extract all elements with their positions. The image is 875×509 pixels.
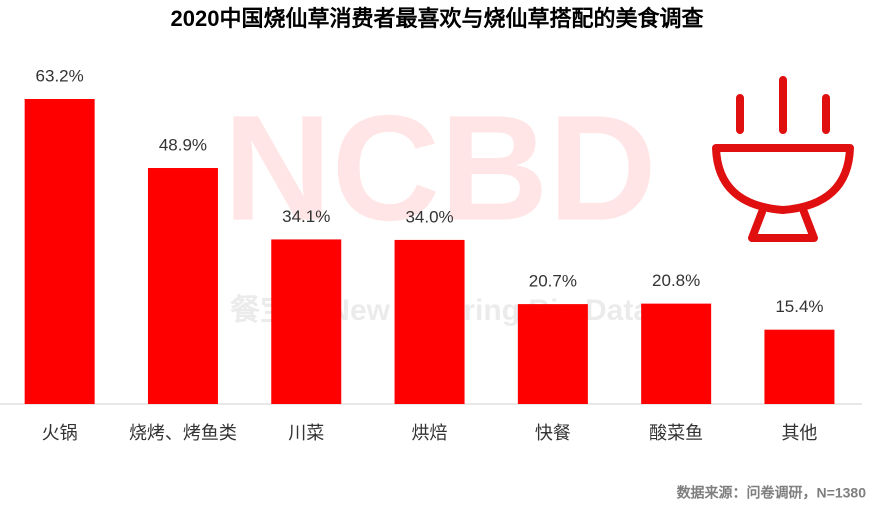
bar — [24, 98, 95, 405]
bar — [394, 239, 465, 404]
x-tick-label: 其他 — [781, 423, 817, 443]
x-tick-label: 烧烤、烤鱼类 — [129, 423, 237, 443]
value-label: 15.4% — [775, 297, 823, 316]
x-tick-label: 酸菜鱼 — [649, 423, 703, 443]
watermark: NCBD — [223, 84, 656, 252]
value-label: 34.0% — [405, 207, 453, 226]
x-tick-label: 川菜 — [288, 423, 324, 443]
value-label: 63.2% — [36, 66, 84, 85]
bar — [147, 168, 218, 404]
value-label: 20.7% — [529, 272, 577, 291]
bowl-icon — [712, 76, 854, 242]
bar — [641, 303, 712, 404]
x-tick-label: 烘焙 — [412, 423, 448, 443]
bar — [517, 304, 588, 404]
bar — [271, 239, 342, 404]
source-note: 数据来源：问卷调研，N=1380 — [677, 485, 867, 501]
bar — [764, 329, 835, 404]
x-tick-label: 快餐 — [535, 423, 571, 443]
value-label: 48.9% — [159, 135, 207, 154]
value-label: 20.8% — [652, 271, 700, 290]
x-tick-label: 火锅 — [42, 423, 78, 443]
value-label: 34.1% — [282, 207, 330, 226]
chart-title: 2020中国烧仙草消费者最喜欢与烧仙草搭配的美食调查 — [171, 6, 704, 31]
